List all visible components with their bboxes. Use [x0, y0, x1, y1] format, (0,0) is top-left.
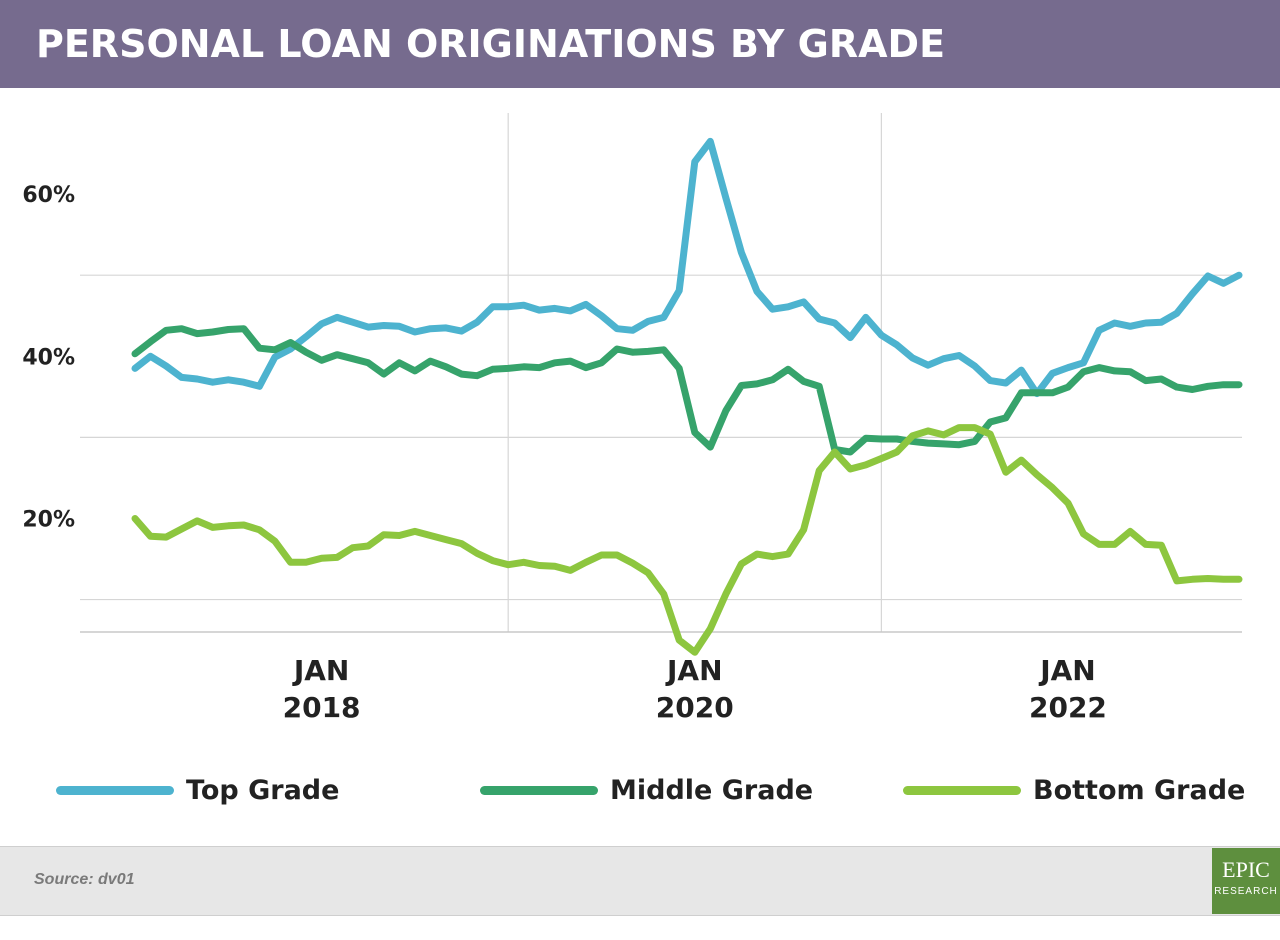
legend-swatch-top-grade [56, 785, 174, 795]
y-tick-label: 20% [22, 507, 75, 532]
legend-item-middle-grade: Middle Grade [480, 770, 813, 810]
epic-research-logo: EPIC RESEARCH [1212, 848, 1280, 914]
legend-label-middle-grade: Middle Grade [610, 774, 814, 806]
x-tick-label-month: JAN [665, 654, 723, 687]
y-tick-label: 60% [22, 183, 75, 208]
y-tick-label: 40% [22, 345, 75, 370]
x-tick-label-year: 2018 [283, 691, 361, 724]
legend-label-top-grade: Top Grade [186, 774, 340, 806]
x-tick-label-year: 2020 [656, 691, 734, 724]
series-line-middle-grade [131, 325, 1243, 456]
legend-label-bottom-grade: Bottom Grade [1033, 774, 1246, 806]
series-layer [131, 137, 1243, 656]
chart-title: PERSONAL LOAN ORIGINATIONS BY GRADE [36, 22, 946, 66]
chart-footer: Source: dv01 EPIC RESEARCH [0, 846, 1280, 916]
source-note: Source: dv01 [34, 871, 135, 888]
x-tick-label-month: JAN [292, 654, 350, 687]
legend-swatch-bottom-grade [903, 785, 1021, 795]
x-tick-label-year: 2022 [1029, 691, 1107, 724]
logo-text-research: RESEARCH [1214, 886, 1278, 897]
axis-layer: 20% 40% 60% JAN 2018 JAN 2020 JAN 2022 [22, 183, 1242, 724]
chart-header: PERSONAL LOAN ORIGINATIONS BY GRADE [0, 0, 1280, 88]
x-tick-label-month: JAN [1038, 654, 1096, 687]
legend-swatch-middle-grade [480, 785, 598, 795]
grid-layer [80, 113, 1242, 632]
line-chart: 20% 40% 60% JAN 2018 JAN 2020 JAN 2022 [22, 113, 1243, 724]
series-line-top-grade [131, 137, 1243, 398]
legend-item-top-grade: Top Grade [56, 770, 339, 810]
series-line-bottom-grade [131, 424, 1243, 656]
chart-legend: Top Grade Middle Grade Bottom Grade [0, 760, 1280, 820]
legend-item-bottom-grade: Bottom Grade [903, 770, 1245, 810]
logo-text-epic: EPIC [1222, 857, 1270, 882]
